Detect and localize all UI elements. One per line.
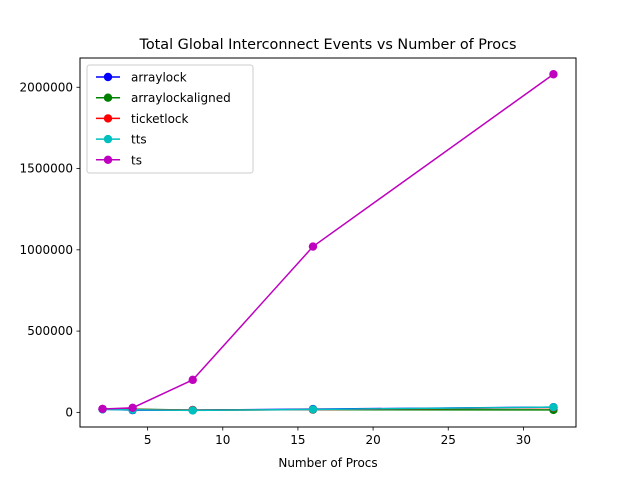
data-point-ts	[308, 242, 318, 251]
data-point-tts	[549, 402, 558, 412]
x-axis: 5 10 15 20 25 30	[144, 427, 531, 447]
x-tick-label: 25	[441, 433, 456, 447]
x-tick-label: 20	[365, 433, 380, 447]
legend-marker-arraylockaligned	[103, 93, 113, 102]
legend-label-tts: tts	[131, 133, 147, 147]
y-tick-label: 500000	[27, 324, 73, 338]
legend-label-arraylockaligned: arraylockaligned	[131, 91, 231, 105]
legend-marker-arraylock	[103, 72, 113, 82]
data-point-ts	[188, 375, 197, 385]
plot-frame	[79, 57, 577, 428]
legend-marker-ticketlock	[103, 114, 113, 123]
data-point-tts	[308, 405, 318, 414]
legend-marker-tts	[103, 134, 113, 144]
x-tick-label: 15	[290, 433, 305, 447]
legend-marker-ts	[103, 155, 113, 164]
y-axis: 0 500000 1000000 1500000 2000000	[20, 80, 80, 419]
legend-label-arraylock: arraylock	[131, 71, 187, 85]
legend-label-ticketlock: ticketlock	[131, 112, 189, 126]
y-tick-label: 0	[65, 405, 73, 419]
data-point-ts	[98, 404, 107, 414]
legend: arraylock arraylockaligned ticketlock tts ts	[86, 64, 254, 174]
y-tick-label: 1500000	[20, 162, 73, 176]
data-point-ts	[128, 403, 137, 413]
x-tick-label: 10	[215, 433, 230, 447]
y-tick-label: 1000000	[20, 243, 73, 257]
y-tick-label: 2000000	[20, 80, 73, 94]
plot-lines	[98, 70, 558, 415]
x-tick-label: 5	[144, 433, 152, 447]
data-point-tts	[188, 406, 197, 415]
x-tick-label: 30	[516, 433, 531, 447]
data-point-ts	[549, 70, 558, 79]
legend-label-ts: ts	[131, 153, 142, 167]
legend-box	[86, 64, 254, 174]
chart-title: Total Global Interconnect Events vs Numb…	[138, 37, 516, 53]
x-axis-label: Number of Procs	[278, 456, 377, 470]
